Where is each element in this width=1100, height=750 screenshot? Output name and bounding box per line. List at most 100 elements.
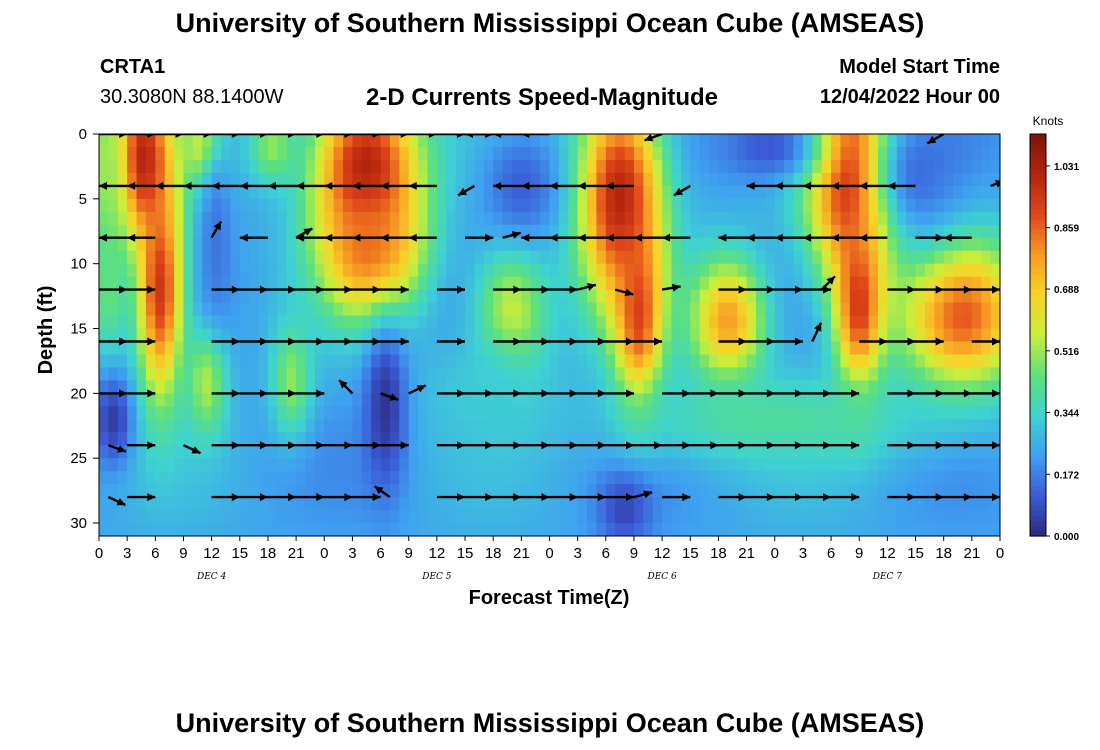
- heatmap-cell: [953, 237, 964, 252]
- heatmap-cell: [174, 367, 185, 381]
- heatmap-cell: [474, 393, 485, 407]
- heatmap-cell: [211, 458, 222, 472]
- heatmap-cell: [821, 146, 832, 161]
- heatmap-cell: [305, 445, 316, 459]
- heatmap-cell: [305, 406, 316, 420]
- heatmap-cell: [511, 276, 522, 291]
- heatmap-cell: [305, 146, 316, 161]
- heatmap-cell: [765, 497, 776, 511]
- heatmap-cell: [371, 134, 382, 148]
- colorbar-swatch: [1030, 485, 1046, 492]
- colorbar-swatch: [1030, 289, 1046, 296]
- heatmap-cell: [230, 250, 241, 265]
- heatmap-cell: [511, 445, 522, 459]
- heatmap-cell: [990, 471, 1000, 485]
- heatmap-cell: [821, 237, 832, 252]
- heatmap-cell: [587, 471, 598, 485]
- heatmap-cell: [624, 393, 635, 407]
- heatmap-cell: [868, 432, 879, 446]
- current-vector: [746, 389, 775, 398]
- current-vector: [352, 493, 381, 502]
- heatmap-cell: [896, 484, 907, 498]
- heatmap-cell: [596, 185, 607, 200]
- heatmap-cell: [249, 250, 260, 265]
- heatmap-cell: [849, 523, 860, 536]
- colorbar-swatch: [1030, 515, 1046, 522]
- heatmap-cell: [296, 406, 307, 420]
- heatmap-cell: [530, 367, 541, 381]
- heatmap-cell: [474, 328, 485, 343]
- heatmap-cell: [239, 510, 250, 524]
- heatmap-cell: [371, 224, 382, 239]
- heatmap-cell: [906, 393, 917, 407]
- heatmap-cell: [183, 393, 194, 407]
- heatmap-cell: [286, 510, 297, 524]
- heatmap-cell: [624, 146, 635, 161]
- heatmap-cell: [446, 458, 457, 472]
- heatmap-cell: [117, 380, 128, 394]
- heatmap-cell: [849, 445, 860, 459]
- heatmap-cell: [887, 134, 898, 148]
- heatmap-cell: [558, 432, 569, 446]
- heatmap-cell: [371, 211, 382, 226]
- heatmap-cell: [145, 159, 156, 174]
- heatmap-cell: [718, 393, 729, 407]
- current-vector: [296, 134, 325, 138]
- heatmap-cell: [690, 224, 701, 239]
- heatmap-cell: [558, 419, 569, 433]
- heatmap-cell: [877, 250, 888, 265]
- heatmap-cell: [755, 315, 766, 330]
- heatmap-cell: [643, 393, 654, 407]
- heatmap-cell: [915, 185, 926, 200]
- heatmap-cell: [145, 172, 156, 187]
- heatmap-cell: [436, 159, 447, 174]
- heatmap-cell: [380, 211, 391, 226]
- current-vector: [971, 389, 1000, 398]
- heatmap-cell: [343, 497, 354, 511]
- heatmap-cell: [136, 224, 147, 239]
- heatmap-cell: [530, 471, 541, 485]
- current-vector: [718, 233, 747, 242]
- heatmap-cell: [192, 484, 203, 498]
- heatmap-cell: [418, 328, 429, 343]
- heatmap-cell: [587, 237, 598, 252]
- current-vector: [887, 337, 916, 346]
- heatmap-cell: [971, 146, 982, 161]
- heatmap-cell: [924, 419, 935, 433]
- heatmap-cell: [981, 302, 992, 317]
- heatmap-cell: [483, 211, 494, 226]
- heatmap-cell: [361, 458, 372, 472]
- x-axis-label: Forecast Time(Z): [469, 587, 630, 609]
- heatmap-cell: [502, 159, 513, 174]
- current-vector: [887, 181, 916, 190]
- heatmap-cell: [915, 250, 926, 265]
- heatmap-cell: [558, 393, 569, 407]
- heatmap-cell: [446, 289, 457, 304]
- heatmap-cell: [127, 198, 138, 213]
- heatmap-cell: [230, 289, 241, 304]
- current-vector: [634, 233, 663, 242]
- heatmap-cell: [877, 146, 888, 161]
- heatmap-cell: [680, 393, 691, 407]
- heatmap-cell: [352, 328, 363, 343]
- heatmap-cell: [680, 172, 691, 187]
- heatmap-cell: [924, 523, 935, 536]
- heatmap-cell: [549, 458, 560, 472]
- heatmap-cell: [371, 276, 382, 291]
- heatmap-cell: [174, 419, 185, 433]
- heatmap-cell: [943, 211, 954, 226]
- heatmap-cell: [239, 497, 250, 511]
- heatmap-cell: [746, 380, 757, 394]
- x-tick-label: 0: [771, 545, 779, 562]
- heatmap-cell: [530, 419, 541, 433]
- heatmap-cell: [239, 484, 250, 498]
- current-vector: [549, 285, 578, 294]
- colorbar-swatch: [1030, 319, 1046, 326]
- heatmap-cell: [737, 458, 748, 472]
- heatmap-cell: [192, 289, 203, 304]
- heatmap-cell: [699, 211, 710, 226]
- heatmap-cell: [971, 302, 982, 317]
- heatmap-cell: [962, 198, 973, 213]
- heatmap-cell: [99, 237, 109, 252]
- heatmap-cell: [549, 198, 560, 213]
